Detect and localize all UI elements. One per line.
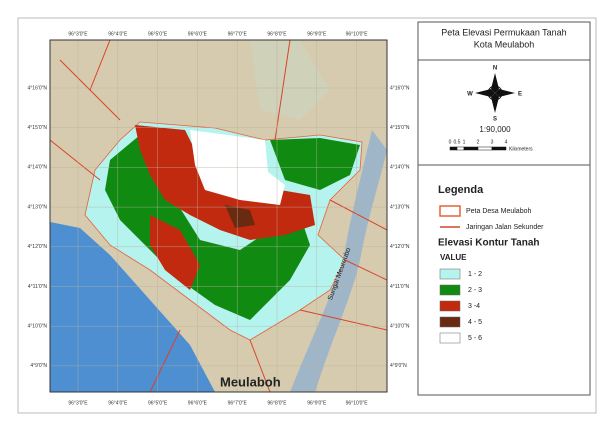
latitude-label: 4°16'0"N [28,85,48,91]
longitude-label: 96°10'0"E [346,400,369,406]
scale-ratio: 1:90,000 [479,125,511,134]
town-label: Meulaboh [220,374,281,389]
map-frame: Meulaboh Sungai Meureubo [50,40,387,392]
longitude-label: 96°9'0"E [307,31,327,37]
longitude-label: 96°4'0"E [108,400,128,406]
graticule-labels: 96°3'0"E 96°3'0"E 96°4'0"E 96°4'0"E 96°5'0"E… [28,31,410,406]
river [290,130,387,392]
class-swatch [439,284,461,296]
scale-label: 4 [505,139,508,145]
title: Kota Meulaboh [474,39,535,49]
class-label: 3 -4 [468,303,480,310]
latitude-label: 4°13'0"N [390,204,410,210]
scale-segment [491,146,507,151]
longitude-label: 96°7'0"E [228,400,248,406]
longitude-label: 96°6'0"E [188,400,208,406]
longitude-label: 96°5'0"E [148,31,168,37]
latitude-label: 4°10'0"N [28,324,48,330]
latitude-label: 4°9'0"N [30,363,47,369]
latitude-label: 4°15'0"N [390,125,410,131]
class-label: 1 - 2 [468,271,482,278]
longitude-label: 96°8'0"E [267,400,287,406]
longitude-label: 96°6'0"E [188,31,208,37]
latitude-label: 4°11'0"N [390,284,409,290]
west-label: W [467,92,473,98]
latitude-label: 4°15'0"N [28,125,48,131]
longitude-label: 96°3'0"E [68,31,88,37]
legend-label: Jaringan Jalan Sekunder [466,224,544,231]
longitude-label: 96°10'0"E [346,31,369,37]
scale-segment [456,146,465,151]
latitude-label: 4°11'0"N [28,284,47,290]
latitude-label: 4°10'0"N [390,324,410,330]
east-label: E [518,92,522,98]
elevation-4-5 [225,205,255,228]
class-label: 2 - 3 [468,287,482,294]
scale-label: 0 [449,139,452,145]
scale-segment [449,146,458,151]
class-swatch [439,300,461,312]
legend-title: Legenda [438,184,484,196]
elevation-title: Elevasi Kontur Tanah [438,238,540,249]
class-label: 5 - 6 [468,335,482,342]
longitude-label: 96°9'0"E [307,400,327,406]
field-name: VALUE [440,253,467,262]
scale-label: 2 [477,139,480,145]
sea [50,222,215,392]
longitude-label: 96°3'0"E [68,400,88,406]
longitude-label: 96°5'0"E [148,400,168,406]
latitude-label: 4°9'0"N [390,363,407,369]
scale-label: 1 [463,139,466,145]
longitude-label: 96°7'0"E [228,31,248,37]
scale-segment [477,146,493,151]
latitude-label: 4°14'0"N [390,165,410,171]
scale-unit: Kilometers [509,146,533,152]
latitude-label: 4°12'0"N [390,244,410,250]
map-border [49,39,388,393]
scale-segment [463,146,479,151]
scale-label: 3 [491,139,494,145]
legend-label: Peta Desa Meulaboh [466,208,531,215]
elevation-3-4 [150,215,200,290]
latitude-label: 4°13'0"N [28,204,48,210]
class-swatch [439,316,461,328]
legend-swatch [439,205,461,217]
south-label: S [493,117,497,123]
class-swatch [439,332,461,344]
class-label: 4 - 5 [468,319,482,326]
elevation-2-3 [270,138,360,190]
title: Peta Elevasi Permukaan Tanah [441,27,566,37]
latitude-label: 4°12'0"N [28,244,48,250]
terrain [250,40,330,120]
longitude-label: 96°8'0"E [267,31,287,37]
latitude-label: 4°14'0"N [28,165,48,171]
scale-label: 0.5 [454,139,461,145]
north-label: N [493,66,497,72]
longitude-label: 96°4'0"E [108,31,128,37]
class-swatch [439,268,461,280]
latitude-label: 4°16'0"N [390,85,410,91]
north-arrow [475,73,515,113]
